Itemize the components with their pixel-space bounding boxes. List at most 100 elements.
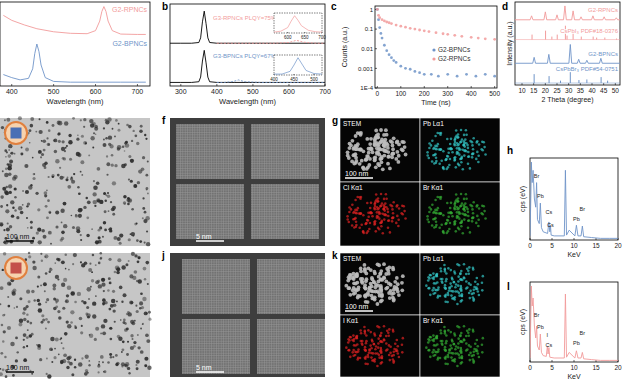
element-signal bbox=[442, 230, 445, 233]
element-signal bbox=[397, 293, 401, 297]
element-signal bbox=[380, 225, 383, 228]
point bbox=[404, 67, 407, 70]
nanocrystal bbox=[24, 164, 28, 168]
point bbox=[460, 35, 463, 38]
nanocrystal bbox=[47, 374, 51, 378]
element-signal bbox=[356, 335, 359, 338]
element-signal bbox=[467, 155, 470, 158]
element-signal bbox=[359, 269, 363, 273]
nanocrystal bbox=[48, 231, 52, 235]
element-signal bbox=[352, 340, 355, 343]
nanocrystal bbox=[67, 177, 69, 179]
element-signal bbox=[449, 282, 452, 285]
nanocrystal bbox=[28, 300, 31, 303]
micrograph: 5 nmj bbox=[161, 250, 325, 377]
nanocrystal bbox=[128, 155, 131, 158]
element-signal bbox=[379, 350, 382, 353]
peak-label: Br bbox=[534, 173, 540, 179]
nanocrystal bbox=[95, 327, 99, 331]
nanocrystal bbox=[111, 164, 114, 167]
nanocube bbox=[176, 124, 244, 179]
nanocrystal bbox=[26, 305, 29, 308]
figure: 400500600700Wavelength (nm)G2-RPNCsG2-BP… bbox=[0, 0, 622, 381]
element-signal bbox=[368, 142, 372, 146]
nanocrystal bbox=[90, 123, 94, 127]
element-signal bbox=[468, 297, 471, 300]
nanocrystal bbox=[10, 342, 15, 347]
element-signal bbox=[454, 348, 457, 351]
x-tick bbox=[288, 84, 289, 86]
point bbox=[484, 73, 487, 76]
element-signal bbox=[376, 143, 380, 147]
element-signal bbox=[437, 143, 440, 146]
element-signal bbox=[438, 163, 441, 166]
element-signal bbox=[449, 269, 452, 272]
element-signal bbox=[449, 331, 452, 334]
element-signal bbox=[347, 286, 351, 290]
plot-frame bbox=[274, 55, 322, 75]
element-signal bbox=[376, 262, 380, 266]
element-signal bbox=[395, 222, 398, 225]
nanocrystal bbox=[3, 330, 6, 333]
nanocrystal bbox=[37, 208, 40, 211]
nanocrystal bbox=[81, 300, 84, 303]
nanocrystal bbox=[32, 266, 36, 270]
nanocrystal bbox=[137, 181, 140, 184]
nanocrystal bbox=[77, 186, 79, 188]
element-signal bbox=[356, 337, 359, 340]
series-line bbox=[530, 286, 618, 360]
scale-bar bbox=[196, 371, 224, 373]
element-signal bbox=[449, 212, 452, 215]
element-signal bbox=[457, 200, 460, 203]
nanocrystal bbox=[67, 185, 71, 189]
series-line bbox=[274, 16, 322, 32]
nanocrystal bbox=[14, 196, 17, 199]
nanocrystal bbox=[78, 214, 82, 218]
nanocrystal bbox=[95, 295, 97, 297]
element-signal bbox=[468, 155, 471, 158]
nanocrystal bbox=[85, 355, 89, 359]
element-signal bbox=[477, 290, 480, 293]
x-tick bbox=[314, 74, 315, 75]
element-signal bbox=[379, 334, 382, 337]
x-tick bbox=[287, 32, 288, 33]
element-signal bbox=[389, 283, 393, 287]
nanocrystal bbox=[81, 174, 83, 176]
element-signal bbox=[460, 221, 463, 224]
element-signal bbox=[437, 207, 440, 210]
element-signal bbox=[471, 293, 474, 296]
element-signal bbox=[392, 297, 396, 301]
image-background bbox=[170, 253, 325, 377]
image-background bbox=[170, 118, 325, 246]
x-tick bbox=[530, 360, 531, 362]
element-signal bbox=[476, 345, 479, 348]
nanocrystal bbox=[28, 255, 31, 258]
element-signal bbox=[447, 267, 450, 270]
nanocrystal bbox=[137, 256, 140, 259]
nanocrystal bbox=[136, 360, 140, 364]
nanocrystal bbox=[8, 154, 12, 158]
element-signal bbox=[396, 345, 399, 348]
nanocrystal bbox=[135, 305, 137, 307]
nanocrystal bbox=[2, 269, 4, 271]
nanocrystal bbox=[8, 163, 12, 167]
nanocrystal bbox=[139, 301, 143, 305]
nanocrystal bbox=[6, 204, 8, 206]
element-signal bbox=[353, 226, 356, 229]
plot-frame bbox=[375, 6, 497, 88]
nanocrystal bbox=[81, 263, 85, 267]
element-signal bbox=[368, 286, 372, 290]
element-signal bbox=[379, 128, 383, 132]
nanocrystal bbox=[2, 170, 4, 172]
nanocrystal bbox=[141, 306, 144, 309]
nanocrystal bbox=[59, 176, 63, 180]
nanocrystal bbox=[0, 286, 4, 290]
nanocrystal bbox=[26, 217, 28, 219]
element-signal bbox=[458, 211, 461, 214]
element-signal bbox=[366, 219, 369, 222]
nanocrystal bbox=[22, 190, 24, 192]
element-signal bbox=[436, 273, 439, 276]
element-signal bbox=[352, 292, 356, 296]
nanocrystal bbox=[123, 195, 127, 199]
map-panel bbox=[420, 253, 500, 315]
